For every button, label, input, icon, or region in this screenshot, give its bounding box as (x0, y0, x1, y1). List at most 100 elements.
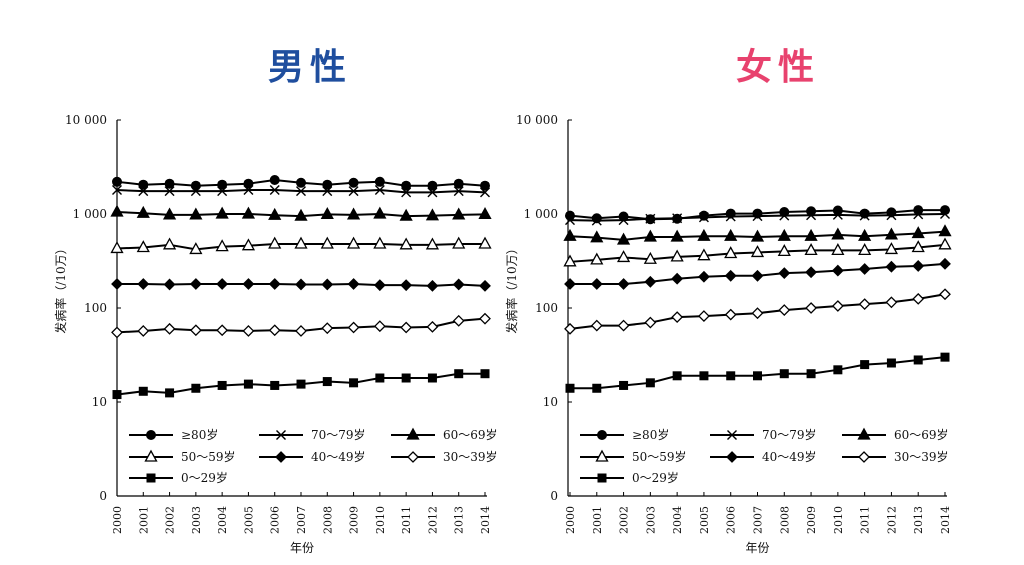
data-point (671, 272, 684, 285)
data-point (322, 179, 333, 190)
data-point (136, 205, 150, 218)
data-point (268, 278, 281, 290)
data-point (698, 310, 710, 323)
data-point (805, 266, 817, 279)
data-point (454, 369, 464, 379)
legend-label: 70～79岁 (762, 427, 817, 442)
legend-marker (407, 451, 419, 463)
data-point (779, 207, 790, 218)
data-point (320, 236, 334, 249)
x-tick-label: 2010 (832, 506, 845, 534)
x-tick-label: 2002 (164, 506, 177, 534)
x-tick-label: 2013 (912, 506, 925, 534)
data-point (618, 215, 629, 226)
data-point (645, 213, 656, 224)
data-point (164, 186, 175, 197)
legend-label: 0～29岁 (181, 470, 228, 485)
chart-title-female: 女性 (736, 47, 821, 88)
data-point (242, 278, 255, 290)
data-point (425, 208, 440, 221)
data-point (858, 243, 872, 256)
data-point (806, 369, 816, 379)
data-point (110, 241, 124, 254)
data-point (348, 186, 359, 197)
data-point (779, 369, 789, 379)
legend-label: 60～69岁 (894, 427, 949, 442)
data-point (189, 207, 203, 220)
legend-item: 70～79岁 (710, 427, 817, 442)
x-tick-label: 2003 (644, 506, 657, 534)
legend-marker (406, 427, 420, 440)
data-point (697, 228, 711, 241)
x-tick-label: 2008 (321, 506, 334, 534)
data-point (373, 236, 387, 249)
data-point (162, 207, 177, 220)
data-point (452, 278, 465, 291)
data-point (911, 240, 925, 253)
legend-label: 0～29岁 (632, 470, 679, 485)
data-point (347, 321, 360, 334)
data-point (777, 228, 791, 241)
x-tick-label: 2006 (725, 506, 738, 534)
x-tick-label: 2007 (752, 506, 765, 534)
chart-title-male: 男性 (268, 47, 353, 88)
data-point (346, 207, 361, 220)
legend: ≥80岁 70～79岁 60～69岁 50～59岁 40～49岁 30～39岁 0～29岁 (129, 427, 498, 485)
data-point (427, 187, 438, 198)
data-point (136, 240, 150, 253)
data-point (563, 254, 577, 267)
x-tick-label: 2003 (190, 506, 203, 534)
series-2 (110, 204, 492, 221)
data-point (373, 320, 386, 333)
legend-marker (597, 473, 607, 483)
legend-marker (146, 473, 156, 483)
data-point (886, 210, 897, 221)
data-point (295, 278, 307, 291)
data-point (859, 208, 870, 219)
data-point (217, 186, 228, 197)
data-point (294, 208, 308, 221)
data-point (565, 383, 575, 393)
data-point (268, 207, 282, 220)
data-point (590, 278, 603, 290)
data-point (480, 369, 490, 379)
data-point (884, 227, 899, 240)
data-point (163, 322, 176, 335)
x-tick-label: 2001 (591, 506, 604, 534)
x-tick-label: 2002 (618, 506, 631, 534)
legend-marker (727, 430, 737, 440)
data-point (699, 371, 709, 381)
x-axis-label: 年份 (745, 541, 769, 555)
data-point (833, 365, 843, 375)
data-point (296, 379, 306, 389)
data-point (886, 358, 896, 368)
data-point (938, 224, 952, 237)
data-point (321, 322, 334, 335)
x-tick-label: 2007 (295, 506, 308, 534)
data-point (698, 270, 710, 283)
data-point (138, 179, 149, 190)
legend-item: 60～69岁 (391, 427, 498, 442)
series-3 (563, 237, 952, 267)
data-point (163, 278, 176, 291)
chart-panel-female: 0 10 100 1 000 10 000 2000 2001 2002 2003 2004 200… (504, 113, 952, 555)
data-point (777, 244, 791, 257)
data-point (374, 185, 385, 195)
data-point (643, 251, 657, 264)
legend-label: 70～79岁 (311, 427, 366, 442)
data-point (374, 176, 385, 187)
data-point (565, 210, 575, 221)
legend-label: 30～39岁 (894, 449, 949, 464)
legend-label: 50～59岁 (632, 449, 687, 464)
data-point (590, 230, 604, 243)
legend-label: 40～49岁 (311, 449, 366, 464)
series-1 (112, 185, 490, 198)
data-point (165, 388, 175, 398)
data-point (672, 371, 682, 381)
legend-label: 60～69岁 (443, 427, 498, 442)
data-point (697, 248, 711, 261)
data-point (645, 378, 655, 388)
legend-marker (275, 451, 287, 463)
data-point (698, 212, 709, 223)
